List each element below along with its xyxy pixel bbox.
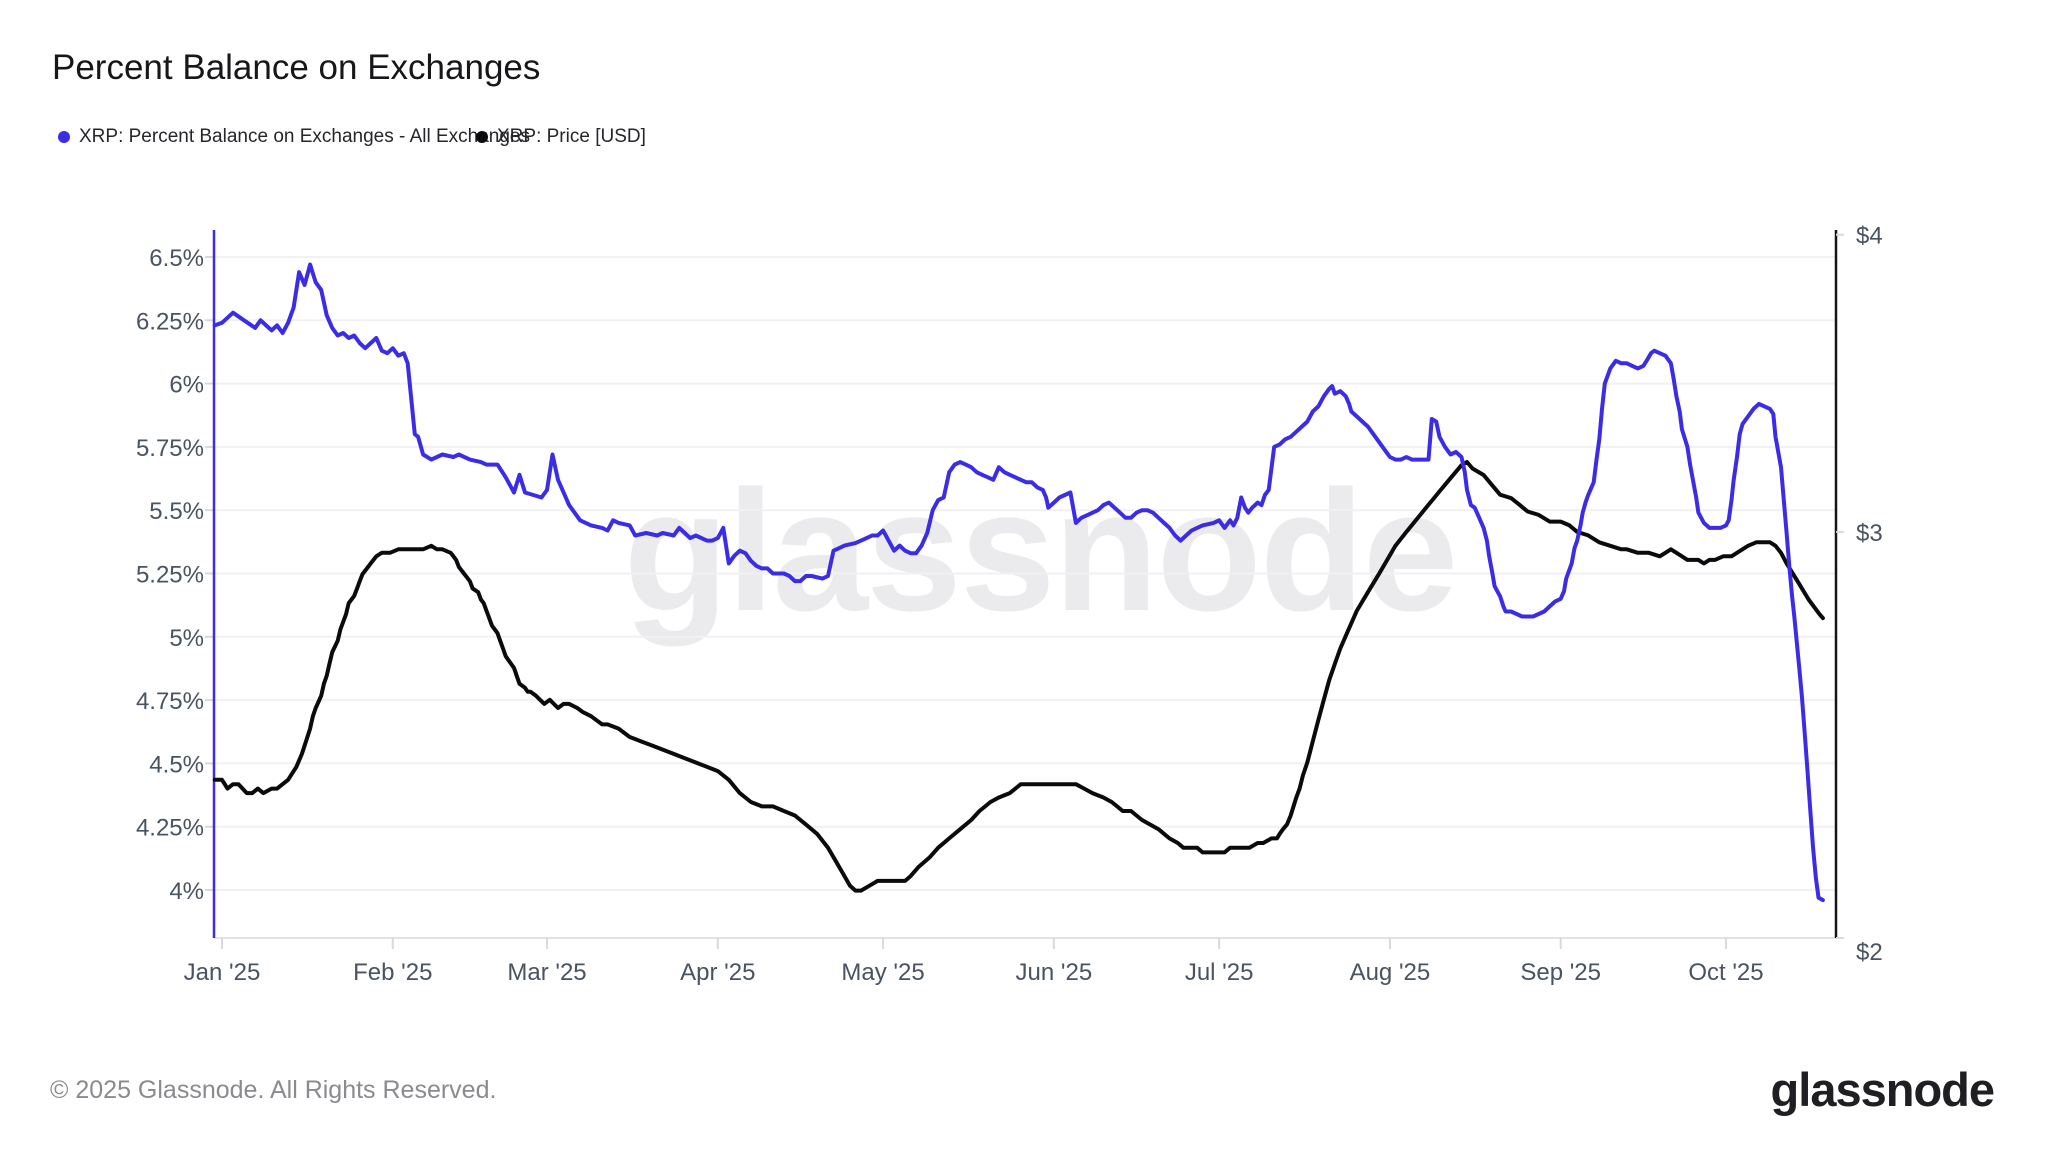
x-axis-label: Apr '25 [680, 959, 755, 986]
glassnode-logo: glassnode [1770, 1063, 1995, 1116]
y-axis-right-label: $4 [1856, 223, 1883, 250]
x-axis-label: Feb '25 [353, 959, 432, 986]
x-axis-label: Aug '25 [1350, 959, 1431, 986]
y-axis-left-label: 4.25% [136, 815, 204, 842]
legend-dot-balance-icon [58, 131, 70, 143]
page-title: Percent Balance on Exchanges [52, 48, 541, 87]
y-axis-left-label: 4.75% [136, 688, 204, 715]
x-axis-label: May '25 [841, 959, 924, 986]
y-axis-left-label: 4.5% [149, 751, 204, 778]
x-axis-label: Jan '25 [184, 959, 261, 986]
x-axis-label: Mar '25 [507, 959, 586, 986]
copyright-text: © 2025 Glassnode. All Rights Reserved. [50, 1076, 497, 1104]
y-axis-left-label: 5.25% [136, 562, 204, 589]
y-axis-left-label: 6.5% [149, 245, 204, 272]
y-axis-left-label: 5.75% [136, 435, 204, 462]
legend-label-price: XRP: Price [USD] [497, 126, 646, 147]
y-axis-left-label: 6.25% [136, 308, 204, 335]
y-axis-left-label: 5% [169, 625, 204, 652]
legend-dot-price-icon [476, 131, 488, 143]
legend-item-balance[interactable]: XRP: Percent Balance on Exchanges - All … [58, 126, 530, 148]
x-axis-label: Jun '25 [1016, 959, 1093, 986]
y-axis-left-label: 5.5% [149, 498, 204, 525]
y-axis-left-label: 6% [169, 372, 204, 399]
y-axis-left-label: 4% [169, 878, 204, 905]
series-balance-line [212, 262, 1825, 903]
x-axis-label: Jul '25 [1185, 959, 1254, 986]
y-axis-right-label: $3 [1856, 520, 1883, 547]
chart-legend: XRP: Percent Balance on Exchanges - All … [0, 126, 2048, 152]
y-axis-right-label: $2 [1856, 939, 1883, 966]
series-price-line [212, 460, 1825, 893]
legend-label-balance: XRP: Percent Balance on Exchanges - All … [79, 126, 530, 147]
x-axis-label: Sep '25 [1520, 959, 1601, 986]
legend-item-price[interactable]: XRP: Price [USD] [476, 126, 646, 148]
x-axis-label: Oct '25 [1688, 959, 1763, 986]
